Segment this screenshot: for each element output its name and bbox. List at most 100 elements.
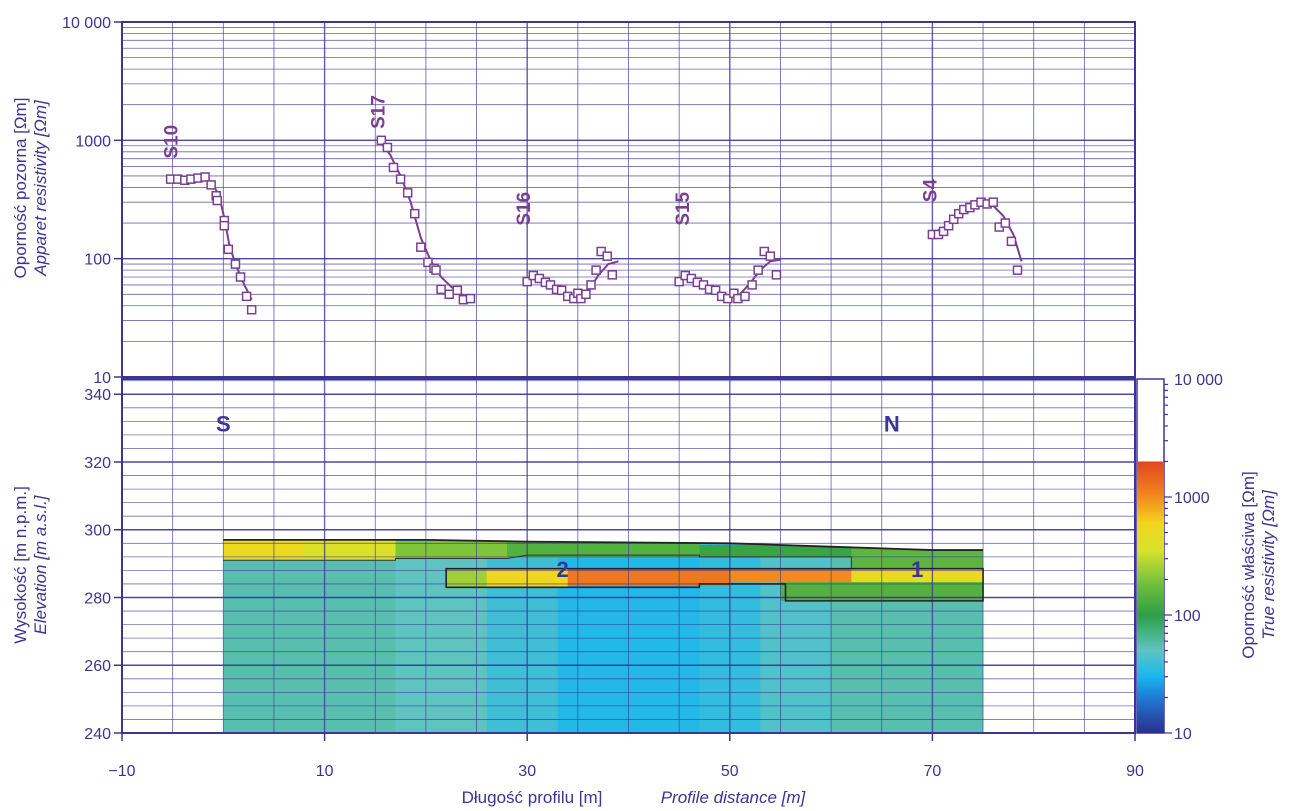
sounding-point xyxy=(771,270,782,280)
sounding-point xyxy=(740,291,750,302)
colorbar-tick-label: 10 xyxy=(1174,726,1192,743)
model-layer xyxy=(395,541,508,559)
section-annotation: N xyxy=(884,412,900,437)
top-ylabel-pl: Oporność pozorna [Ωm] xyxy=(11,98,30,279)
model-column xyxy=(760,539,832,733)
sounding-point xyxy=(212,195,222,206)
sounding-s10: S10 xyxy=(162,125,257,315)
model-layer xyxy=(729,568,852,583)
section-annotation: S xyxy=(216,412,231,437)
sounding-label: S15 xyxy=(673,191,694,225)
top-panel-grid xyxy=(121,22,1136,378)
sounding-point xyxy=(556,285,567,296)
top-ytick-label: 10 000 xyxy=(62,15,111,32)
sounding-point xyxy=(943,220,954,231)
top-ylabel-en: Apparet resistivity [Ωm] xyxy=(31,99,50,277)
bottom-ytick-label: 240 xyxy=(84,726,111,743)
ground-surface xyxy=(223,539,984,551)
model-layer xyxy=(446,568,488,588)
sounding-point xyxy=(1006,236,1017,247)
sounding-point xyxy=(444,289,454,300)
colorbar: 10 100 1000 10 000 xyxy=(1136,372,1223,743)
sounding-point xyxy=(674,276,684,287)
sounding-point xyxy=(522,276,532,287)
section-annotation: 1 xyxy=(911,557,923,582)
sounding-point xyxy=(586,280,596,290)
model-column xyxy=(223,539,397,733)
bottom-ytick-label: 300 xyxy=(84,523,111,540)
sounding-point xyxy=(591,265,601,275)
bottom-ytick-label: 340 xyxy=(84,387,111,404)
colorbar-tick-label: 10 000 xyxy=(1174,372,1223,389)
annotations: S N 2 1 xyxy=(216,412,923,583)
model-layer xyxy=(567,568,731,586)
xlabel-en: Profile distance [m] xyxy=(661,788,807,807)
sounding-s16: S16 xyxy=(514,192,619,304)
xtick-label: 70 xyxy=(924,763,942,780)
xtick-label: −10 xyxy=(108,763,135,780)
colorbar-tick-label: 100 xyxy=(1174,608,1201,625)
top-ytick-label: 10 xyxy=(93,370,111,387)
sounding-point xyxy=(607,270,618,280)
model-layer xyxy=(304,539,397,561)
model-column xyxy=(395,539,488,733)
section-annotation: 2 xyxy=(557,557,569,582)
bottom-ytick-label: 260 xyxy=(84,658,111,675)
sounding-point xyxy=(465,293,476,304)
sounding-point xyxy=(581,289,591,300)
layer-boundary xyxy=(223,554,852,569)
sounding-curves: S10 S17 S16 S15 S4 xyxy=(162,95,1023,315)
sounding-point xyxy=(223,244,234,255)
sounding-point xyxy=(382,142,393,153)
xtick-label: 90 xyxy=(1126,763,1144,780)
sounding-point xyxy=(235,272,246,282)
sounding-point xyxy=(753,265,763,275)
sounding-point xyxy=(416,242,426,252)
sounding-point xyxy=(395,174,406,184)
model-layer xyxy=(506,541,700,557)
bottom-panel-frame xyxy=(121,378,1136,734)
colorbar-label-pl: Oporność właściwa [Ωm] xyxy=(1239,471,1258,658)
colorbar-label-en: True resistivity [Ωm] xyxy=(1259,489,1278,640)
sounding-point xyxy=(219,220,230,231)
sounding-s15: S15 xyxy=(673,191,782,304)
top-ytick-label: 100 xyxy=(84,252,111,269)
colorbar-tick-label: 1000 xyxy=(1174,490,1210,507)
bottom-ylabel-pl: Wysokość [m n.p.m.] xyxy=(11,486,30,644)
sounding-point xyxy=(938,226,949,237)
sounding-label: S16 xyxy=(514,192,535,226)
bottom-ylabel-en: Elevation [m a.s.l.] xyxy=(31,494,50,634)
model-layer xyxy=(699,544,852,557)
sounding-point xyxy=(246,305,257,315)
sounding-s17: S17 xyxy=(368,95,476,305)
model-layer xyxy=(223,539,305,561)
sounding-point xyxy=(988,197,998,207)
model-layer xyxy=(851,568,984,583)
sounding-point xyxy=(241,291,252,302)
top-ytick-label: 1000 xyxy=(75,133,111,150)
sounding-point xyxy=(747,280,757,290)
sounding-label: S10 xyxy=(162,125,183,159)
sounding-point xyxy=(410,208,420,219)
bottom-ytick-label: 280 xyxy=(84,590,111,607)
bottom-ytick-label: 320 xyxy=(84,455,111,472)
high-resistivity-body-outline xyxy=(445,567,984,602)
sounding-point xyxy=(431,265,441,275)
sounding-point xyxy=(388,162,399,173)
sounding-point xyxy=(948,214,959,225)
xtick-label: 50 xyxy=(721,763,739,780)
sounding-point xyxy=(436,284,446,295)
model-column xyxy=(486,539,559,733)
sounding-point xyxy=(200,172,210,182)
sounding-point xyxy=(423,257,433,268)
sounding-point xyxy=(1012,265,1023,275)
sounding-point xyxy=(402,188,413,198)
sounding-point xyxy=(1000,218,1011,228)
sounding-point xyxy=(723,293,733,304)
sounding-label: S17 xyxy=(368,95,389,129)
model-outline xyxy=(223,539,984,602)
sounding-point xyxy=(765,251,776,261)
sounding-point xyxy=(452,285,463,296)
sounding-point xyxy=(230,259,241,269)
